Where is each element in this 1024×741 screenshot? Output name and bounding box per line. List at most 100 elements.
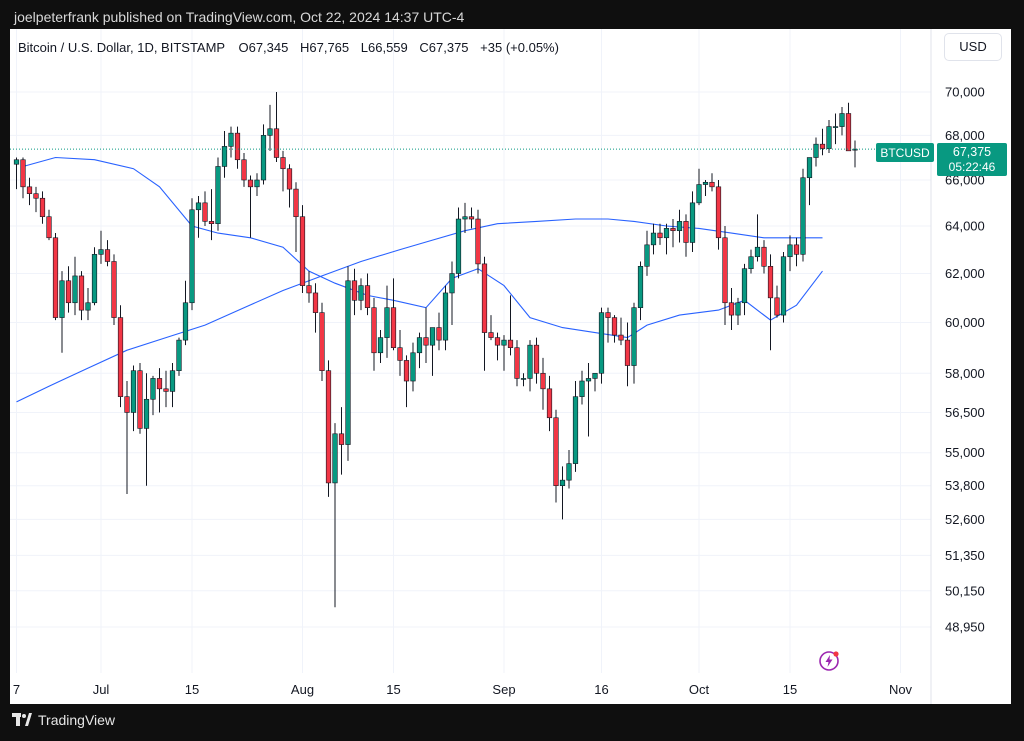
candle-body xyxy=(280,157,286,170)
candle-body xyxy=(234,132,241,161)
candle-up xyxy=(520,373,527,387)
lightning-icon[interactable] xyxy=(818,650,840,672)
candle-body xyxy=(735,302,741,316)
candle-body xyxy=(215,166,221,224)
candle-body xyxy=(410,352,416,382)
candle-up xyxy=(416,332,423,369)
candle-body xyxy=(832,126,839,128)
candle-body xyxy=(13,159,20,165)
candle-down xyxy=(26,177,33,206)
candle-down xyxy=(722,226,728,326)
candle-body xyxy=(59,280,65,318)
candle-body xyxy=(65,280,72,304)
candle-down xyxy=(488,315,494,341)
candle-down xyxy=(351,268,358,316)
candle-body xyxy=(247,179,254,188)
last-price-tag xyxy=(937,143,1007,176)
published-byline: joelpeterfrank published on TradingView.… xyxy=(14,9,465,25)
candle-body xyxy=(728,302,735,316)
price-tick-label: 64,000 xyxy=(945,219,985,234)
symbol-tag-label: BTCUSD xyxy=(880,146,930,160)
candle-down xyxy=(819,128,826,156)
candle-body xyxy=(260,135,267,181)
candle-up xyxy=(169,362,176,408)
tradingview-footer[interactable]: TradingView xyxy=(12,712,115,728)
candle-body xyxy=(527,344,533,379)
price-tick-label: 56,500 xyxy=(945,405,985,420)
candle-up xyxy=(442,285,449,351)
candle-body xyxy=(163,388,169,392)
time-tick-label: Oct xyxy=(689,682,710,697)
candle-down xyxy=(774,285,780,318)
candle-down xyxy=(273,92,280,162)
candle-body xyxy=(709,181,715,188)
candle-body xyxy=(436,327,442,341)
candle-body xyxy=(117,317,124,397)
time-tick-label: Sep xyxy=(492,682,515,697)
candle-down xyxy=(657,223,663,245)
candle-body xyxy=(572,396,579,464)
candle-up xyxy=(650,223,657,255)
candle-body xyxy=(780,256,787,316)
price-chart[interactable]: 70,000 68,000 66,000 64,000 62,000 60,000 58,0… xyxy=(10,29,1011,704)
candle-body xyxy=(761,246,767,267)
candle-body xyxy=(663,228,670,239)
candle-down xyxy=(767,254,774,351)
candle-up xyxy=(566,449,572,489)
candle-body xyxy=(156,378,163,390)
candle-down xyxy=(364,273,371,316)
candle-down xyxy=(202,191,208,227)
candle-body xyxy=(715,186,722,239)
candle-body xyxy=(358,285,364,301)
price-tag: BTCUSD 67,375 05:22:46 xyxy=(876,143,1007,176)
candle-down xyxy=(423,307,429,363)
candle-body xyxy=(169,370,176,392)
candle-up xyxy=(85,288,91,321)
symbol-legend: Bitcoin / U.S. Dollar, 1D, BITSTAMP O67,… xyxy=(18,40,559,55)
candle-body xyxy=(598,312,605,374)
candle-down xyxy=(371,297,377,371)
candle-body xyxy=(442,292,449,341)
candle-body xyxy=(371,307,377,354)
candle-up xyxy=(384,285,390,358)
candle-down xyxy=(65,266,72,313)
chart-panel[interactable]: 70,000 68,000 66,000 64,000 62,000 60,000 58,0… xyxy=(10,29,1011,704)
candle-down xyxy=(546,375,553,432)
candle-body xyxy=(481,263,488,333)
price-tick-label: 48,950 xyxy=(945,620,985,635)
gridlines xyxy=(10,29,931,673)
candle-up xyxy=(826,120,832,154)
candle-body xyxy=(143,398,150,429)
candle-up xyxy=(462,202,468,234)
candle-body xyxy=(384,307,390,338)
candle-down xyxy=(845,102,852,152)
candle-body xyxy=(605,312,611,318)
ma-long-line xyxy=(16,218,823,403)
candle-down xyxy=(234,126,241,169)
candle-down xyxy=(728,288,735,331)
candle-body xyxy=(813,143,819,158)
price-tick-label: 68,000 xyxy=(945,128,985,143)
bar-countdown: 05:22:46 xyxy=(949,160,996,174)
candle-down xyxy=(293,182,299,252)
candle-down xyxy=(306,271,312,303)
candle-down xyxy=(507,295,514,356)
candle-down xyxy=(481,256,488,371)
candle-body xyxy=(468,216,475,220)
candle-body xyxy=(787,244,793,258)
candle-down xyxy=(137,362,143,434)
candle-body xyxy=(351,280,358,301)
candle-up xyxy=(631,302,637,384)
high-value: H67,765 xyxy=(300,40,349,55)
candle-body xyxy=(748,256,754,270)
candle-down xyxy=(117,305,124,408)
candle-body xyxy=(670,228,676,232)
price-tick-label: 60,000 xyxy=(945,315,985,330)
candle-down xyxy=(78,271,85,321)
candle-up xyxy=(429,327,436,376)
candle-up xyxy=(832,113,839,145)
time-tick-label: 15 xyxy=(185,682,199,697)
candle-down xyxy=(403,355,410,408)
candle-body xyxy=(202,202,208,222)
currency-button[interactable]: USD xyxy=(944,33,1002,61)
